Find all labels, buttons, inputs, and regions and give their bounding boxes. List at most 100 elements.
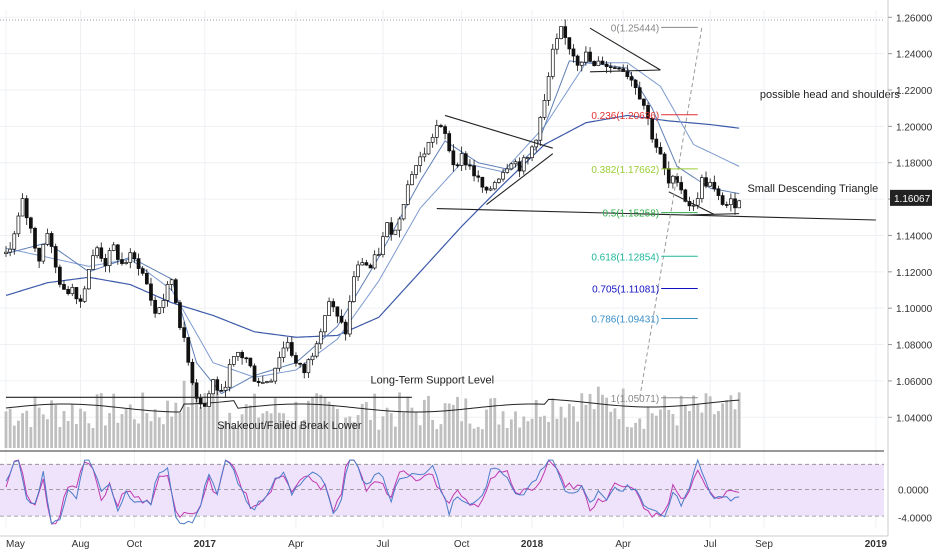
volume-bar [290, 421, 294, 448]
fibonacci-levels: 0(1.25444) 0.236(1.20636) 0.382(1.17662) 0.… [591, 23, 703, 405]
candle-body [666, 168, 671, 184]
candle-body [115, 244, 120, 260]
volume-bar [505, 428, 509, 448]
volume-bar [435, 429, 439, 448]
volume-bar [190, 382, 194, 448]
fib-level-label: 0(1.25444) [611, 23, 659, 34]
candle-body [202, 403, 207, 407]
volume-bar [621, 388, 625, 448]
volume-bar [87, 423, 91, 448]
volume-bar [108, 413, 111, 448]
candle-body [613, 67, 617, 69]
fib-level-label: 0.786(1.09431) [591, 315, 659, 326]
time-tick-label: May [6, 539, 25, 550]
volume-bar [451, 404, 455, 448]
volume-bar [671, 413, 675, 448]
candle-body [269, 380, 273, 383]
candle-body [256, 381, 261, 384]
candle-body [550, 48, 555, 77]
volume-bar [667, 409, 671, 448]
volume-bar [480, 429, 484, 448]
volume-bar [406, 396, 410, 448]
volume-bar [70, 404, 74, 448]
volume-bar [493, 397, 497, 448]
candle-body [588, 51, 592, 62]
volume-bar [112, 393, 116, 448]
volume-bar [157, 417, 161, 448]
candle-body [364, 262, 369, 266]
candle-body [691, 204, 696, 207]
candle-body [103, 258, 108, 267]
volume-bar [472, 428, 476, 448]
volume-bar [323, 397, 327, 448]
candle-body [575, 55, 580, 66]
candle-body [563, 26, 568, 38]
candle-body [310, 355, 315, 361]
volume-bar [605, 397, 609, 448]
volume-bar [547, 421, 551, 448]
candle-body [480, 176, 485, 188]
candle-body [555, 38, 559, 50]
volume-bar [83, 411, 87, 448]
volume-bar [725, 400, 729, 448]
candle-body [468, 164, 472, 167]
volume-bar [489, 398, 493, 448]
volume-bar [95, 394, 99, 448]
candle-body [265, 381, 269, 383]
volume-bar [269, 413, 273, 448]
candle-body [509, 163, 514, 170]
volume-bar [634, 422, 638, 448]
candle-body [45, 233, 50, 245]
candle-body [724, 204, 729, 206]
candle-body [331, 301, 336, 308]
volume-bar [625, 426, 629, 448]
candle-body [223, 386, 228, 391]
volume-bar [422, 399, 426, 448]
candle-body [165, 284, 170, 301]
volume-bar [692, 395, 696, 448]
volume-bar [99, 393, 103, 448]
volume-bar [402, 412, 406, 448]
candle-body [604, 63, 609, 67]
price-tick-label: 1.06000 [896, 377, 932, 388]
volume-bar [563, 417, 567, 448]
last-price-box [890, 189, 932, 206]
volume-bar [522, 416, 526, 448]
candle-body [66, 288, 70, 295]
trendline [589, 27, 661, 71]
volume-bar [613, 408, 617, 448]
candle-body [294, 355, 298, 364]
candle-body [252, 365, 257, 382]
candle-body [49, 233, 54, 247]
volume-bar [340, 429, 343, 448]
chart-annotation: Small Descending Triangle [747, 183, 878, 195]
annotations: possible head and shoulders Small Descend… [217, 89, 900, 432]
trendline [668, 191, 715, 216]
time-tick-label: 2017 [194, 539, 217, 550]
volume-bar [248, 405, 252, 448]
volume-bar [398, 392, 401, 448]
rsi-tick-label: -4.0000 [898, 514, 932, 525]
candle-body [521, 157, 526, 172]
candle-body [215, 379, 220, 391]
volume-bar [145, 413, 149, 448]
price-tick-label: 1.18000 [896, 159, 932, 170]
candle-body [356, 264, 360, 278]
candle-body [186, 337, 191, 363]
volume-bar [170, 416, 174, 448]
candle-body [559, 26, 563, 39]
candle-body [244, 357, 249, 360]
candle-body [273, 367, 278, 382]
rsi-line-b [5, 459, 740, 525]
volume-bar [708, 396, 712, 448]
candle-body [298, 362, 302, 365]
volume-bar [721, 403, 724, 448]
candle-body [136, 258, 141, 269]
candle-body [687, 201, 692, 207]
candle-body [219, 389, 224, 392]
candle-body [178, 302, 182, 328]
volume-bar [410, 407, 414, 448]
volume-bar [141, 392, 145, 448]
price-tick-label: 1.14000 [896, 231, 932, 242]
